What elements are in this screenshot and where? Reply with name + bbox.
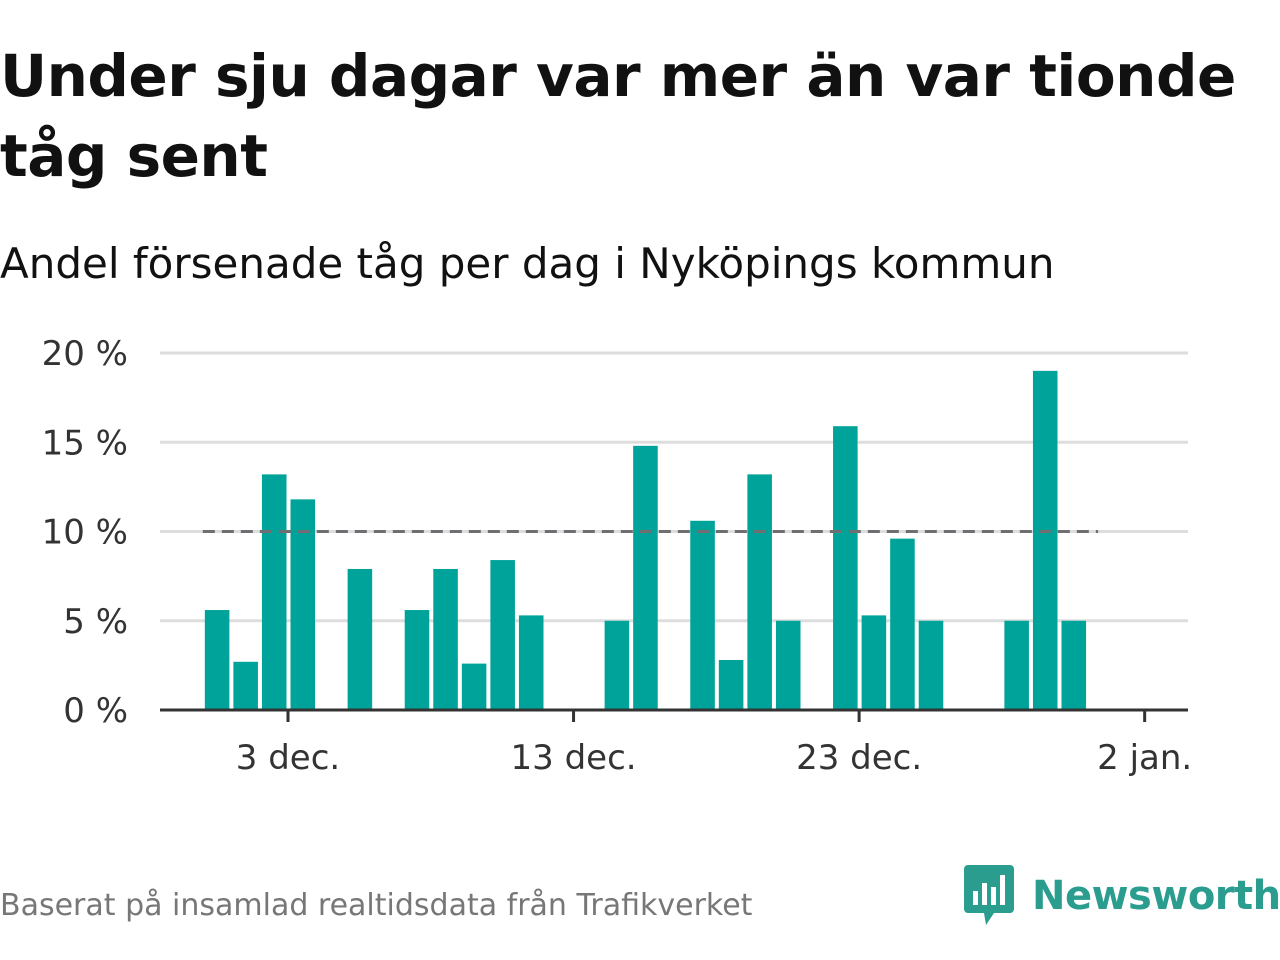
chart-title: Under sju dagar var mer än var tionde tå…: [0, 42, 1236, 190]
bar: [1004, 620, 1029, 710]
y-tick-label: 15 %: [42, 423, 128, 463]
x-tick-label: 2 jan.: [1097, 738, 1192, 778]
bar: [461, 663, 487, 710]
newsworthy-logo[interactable]: Newsworthy: [964, 864, 1280, 928]
x-tick-label: 13 dec.: [511, 738, 637, 778]
x-tick-label: 3 dec.: [236, 738, 340, 778]
y-tick-label: 20 %: [42, 334, 128, 374]
chart-subtitle: Andel försenade tåg per dag i Nyköpings …: [0, 239, 1055, 288]
bar-chart: 0 % 5 % 10 % 15 % 20 % 3 dec. 13 dec. 23 dec. 2 …: [42, 334, 1193, 778]
bar: [690, 520, 715, 710]
bar: [490, 560, 515, 710]
bar: [204, 610, 230, 710]
bar: [775, 620, 801, 710]
source-note: Baserat på insamlad realtidsdata från Tr…: [0, 888, 753, 923]
bar: [890, 538, 915, 710]
newsworthy-chart-icon: [964, 865, 1014, 925]
bar: [1032, 370, 1058, 710]
bar: [747, 474, 772, 710]
bar: [861, 615, 887, 710]
bar: [918, 620, 944, 710]
x-tick-label: 23 dec.: [796, 738, 922, 778]
bar: [1061, 620, 1087, 710]
bar: [290, 499, 316, 710]
bar: [233, 661, 258, 710]
bar: [433, 568, 458, 710]
bar: [833, 426, 858, 710]
y-tick-label: 10 %: [42, 513, 128, 553]
bar: [518, 615, 544, 710]
bar: [347, 568, 373, 710]
y-tick-label: 5 %: [63, 602, 128, 642]
bar: [261, 474, 287, 710]
y-tick-label: 0 %: [63, 691, 128, 731]
logo-text: Newsworthy: [1032, 873, 1280, 919]
bar: [604, 620, 630, 710]
bar: [718, 660, 744, 710]
bar: [404, 610, 430, 710]
bar: [633, 445, 658, 710]
